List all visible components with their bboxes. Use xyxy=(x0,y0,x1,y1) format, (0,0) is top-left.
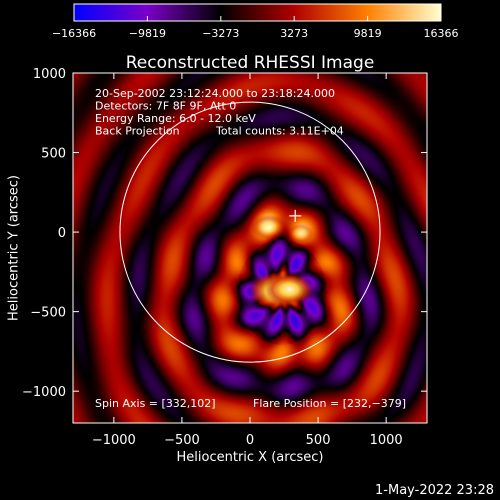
y-axis-label: Heliocentric Y (arcsec) xyxy=(7,175,22,321)
heatmap-image xyxy=(73,73,427,423)
spin-axis-label: Spin Axis = [332,102] xyxy=(95,397,216,410)
x-axis-label: Heliocentric X (arcsec) xyxy=(177,450,324,465)
y-tick-label: 0 xyxy=(58,226,66,241)
x-tick-label: 1000 xyxy=(370,433,403,448)
flare-position-label: Flare Position = [232,−379] xyxy=(253,397,406,410)
annotation-line: Energy Range: 6.0 - 12.0 keV xyxy=(95,112,256,125)
plot-area xyxy=(72,72,428,424)
x-axis-ticks: −1000 −500 0 500 1000 xyxy=(92,73,403,448)
annotation-line: Detectors: 7F 8F 9F, Att 0 xyxy=(95,100,236,113)
colorbar-tick-label: −16366 xyxy=(52,27,96,40)
timestamp: 1-May-2022 23:28 xyxy=(375,483,494,498)
annotation-line: Back Projection xyxy=(95,125,180,138)
x-tick-label: −500 xyxy=(164,433,200,448)
annotations: 20-Sep-2002 23:12:24.000 to 23:18:24.000… xyxy=(95,87,344,138)
y-tick-label: 1000 xyxy=(33,67,66,82)
y-tick-label: −1000 xyxy=(22,385,66,400)
y-tick-label: 500 xyxy=(41,147,66,162)
x-tick-label: 0 xyxy=(246,433,254,448)
annotation-line: 20-Sep-2002 23:12:24.000 to 23:18:24.000 xyxy=(95,87,335,100)
x-tick-label: −1000 xyxy=(92,433,136,448)
chart-title: Reconstructed RHESSI Image xyxy=(126,53,375,73)
colorbar-tick-label: −3273 xyxy=(202,27,239,40)
y-tick-label: −500 xyxy=(30,306,66,321)
colorbar xyxy=(73,3,442,22)
y-axis-ticks: −1000 −500 0 500 1000 xyxy=(22,67,427,400)
annotation-line: Total counts: 3.11E+04 xyxy=(215,125,344,138)
source-2 xyxy=(250,214,288,241)
source-1 xyxy=(264,272,315,307)
colorbar-tick-label: 3273 xyxy=(280,27,308,40)
sources xyxy=(247,214,315,310)
colorbar-tick-label: −9819 xyxy=(129,27,166,40)
solar-limb-circle xyxy=(119,101,381,363)
colorbar-tick-label: 9819 xyxy=(354,27,382,40)
x-tick-label: 500 xyxy=(306,433,331,448)
colorbar-ticks: −16366 −9819 −3273 3273 9819 16366 xyxy=(52,16,459,40)
source-3 xyxy=(286,223,315,244)
spin-axis-marker xyxy=(289,209,302,222)
colorbar-tick-label: 16366 xyxy=(424,27,459,40)
